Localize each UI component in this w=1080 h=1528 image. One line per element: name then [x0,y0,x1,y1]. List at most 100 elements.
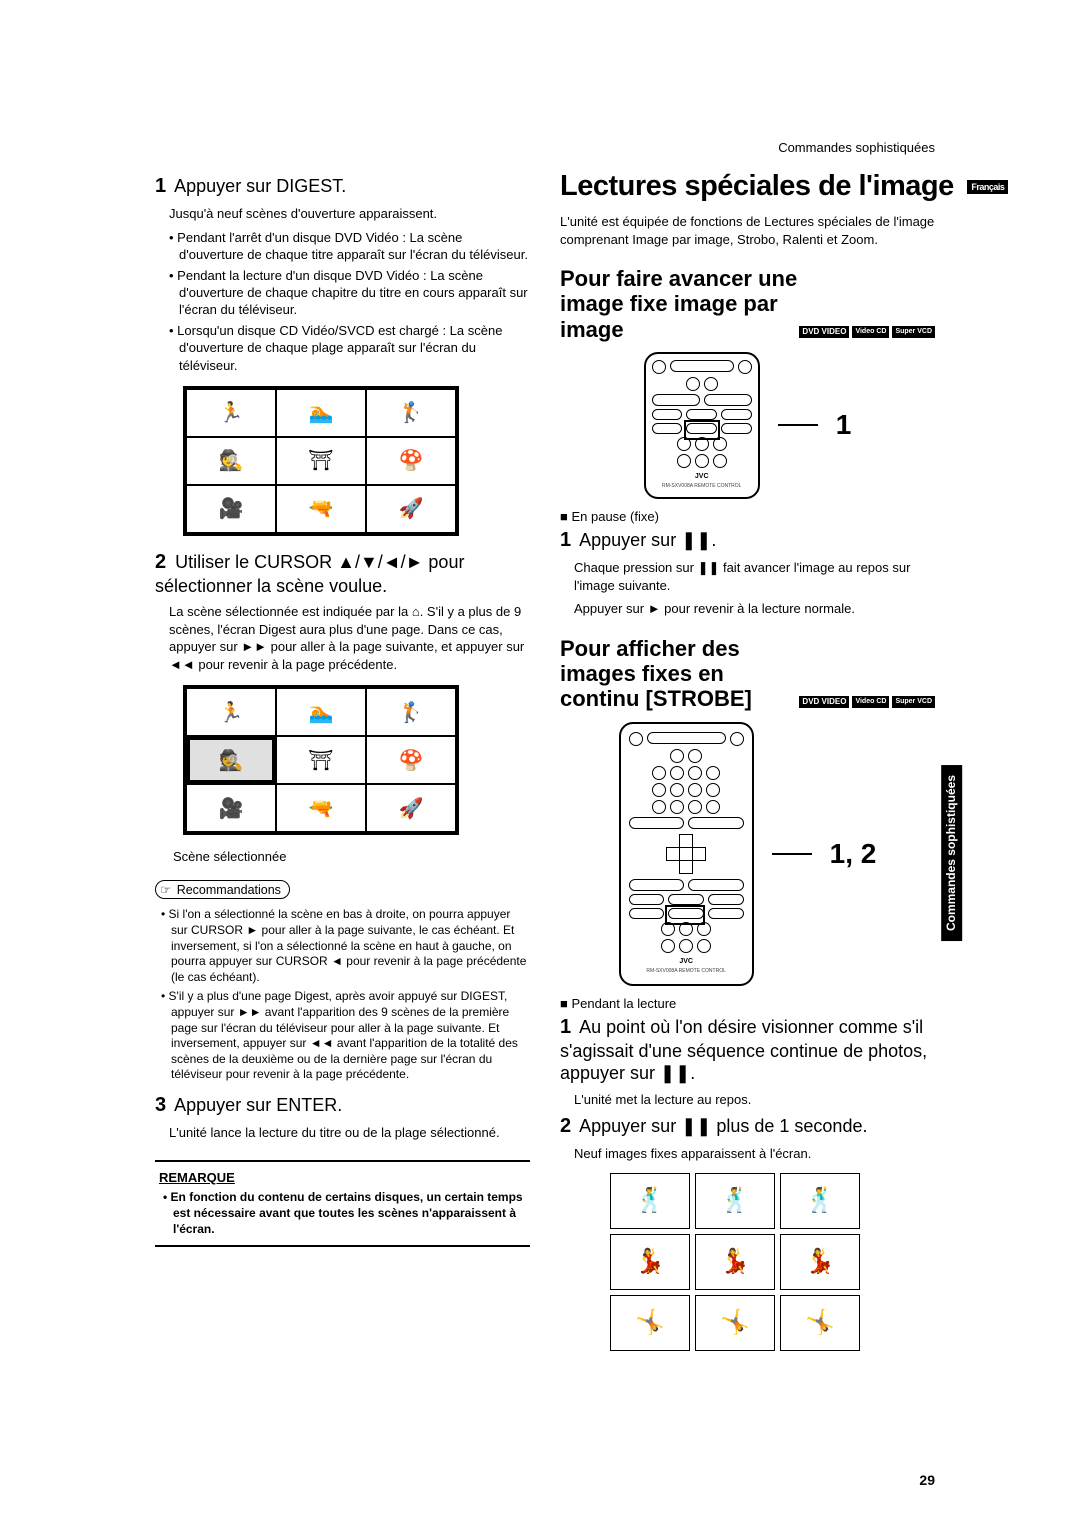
scene-cell: 🚀 [366,485,456,533]
main-title: Lectures spéciales de l'image Français [560,170,935,203]
remote2-wrap: JVC RM-SXV008A REMOTE CONTROL 1, 2 [560,722,935,986]
remote1-wrap: JVC RM-SXV008A REMOTE CONTROL 1 [560,352,935,499]
strobe-cell: 🕺 [780,1173,860,1229]
r1-step1-title: Appuyer sur ❚❚. [579,530,716,550]
step3-title: Appuyer sur ENTER. [174,1095,342,1115]
jvc-brand: JVC [679,958,693,965]
scene-cell: 🕵 [186,437,276,485]
step1-title: Appuyer sur DIGEST. [174,176,346,196]
r2-step2-title: Appuyer sur ❚❚ plus de 1 seconde. [579,1116,867,1136]
step3-body: L'unité lance la lecture du titre ou de … [169,1124,530,1142]
scene-cell: 🏃 [186,688,276,736]
scene-cell: 🍄 [366,736,456,784]
scene-grid-2: 🏃 🏊 🏌 🕵 ⛩ 🍄 🎥 🔫 🚀 [183,685,453,835]
scene-cell: ⛩ [276,736,366,784]
strobe-cell: 🕺 [695,1173,775,1229]
r2-step2-body: Neuf images fixes apparaissent à l'écran… [574,1145,935,1163]
r2-step2-num: 2 [560,1115,571,1137]
badges2: DVD VIDEO Video CD Super VCD [799,696,935,708]
scene-cell: 🔫 [276,485,366,533]
scene-cell-selected: 🕵 [186,736,276,784]
badge-vcd: Video CD [852,696,889,708]
bullet: Pendant l'arrêt d'un disque DVD Vidéo : … [169,229,530,263]
step1-heading: 1 Appuyer sur DIGEST. [155,174,530,199]
scene-cell: 🏃 [186,389,276,437]
playback-context: Pendant la lecture [560,996,935,1011]
scene-cell: ⛩ [276,437,366,485]
r2-step1-num: 1 [560,1016,571,1038]
badge-vcd: Video CD [852,326,889,338]
jvc-brand: JVC [695,473,709,480]
remark-box: REMARQUE • En fonction du contenu de cer… [155,1160,530,1248]
step1-subtext: Jusqu'à neuf scènes d'ouverture apparais… [169,205,530,223]
left-column: 1 Appuyer sur DIGEST. Jusqu'à neuf scène… [155,170,530,1351]
section1-heading: Pour faire avancer une image fixe image … [560,266,935,342]
callout-line [778,424,818,426]
scene-cell: 🏊 [276,389,366,437]
r1-step1-body1: Chaque pression sur ❚❚ fait avancer l'im… [574,559,935,594]
scene-cell: 🏊 [276,688,366,736]
strobe-cell: 💃 [610,1234,690,1290]
badge-dvd: DVD VIDEO [799,326,849,338]
r2-step1-heading: 1 Au point où l'on désire visionner comm… [560,1015,935,1085]
section2-title: Pour afficher des images fixes en contin… [560,636,799,712]
scene-grid-1: 🏃 🏊 🏌 🕵 ⛩ 🍄 🎥 🔫 🚀 [183,386,453,536]
reco-item: Si l'on a sélectionné la scène en bas à … [161,907,530,985]
badge-svcd: Super VCD [892,696,935,708]
page-header: Commandes sophistiquées [778,140,935,155]
r1-step1-num: 1 [560,529,571,551]
strobe-cell: 💃 [695,1234,775,1290]
recommendations-label: ☞ Recommandations [155,880,290,899]
step2-title: Utiliser le CURSOR ▲/▼/◄/► pour sélectio… [155,552,464,596]
remark-body: • En fonction du contenu de certains dis… [159,1189,526,1238]
r1-step1-heading: 1 Appuyer sur ❚❚. [560,528,935,553]
remote2-step-num: 1, 2 [830,838,877,870]
strobe-cell: 🤸 [780,1295,860,1351]
bullet: Lorsqu'un disque CD Vidéo/SVCD est charg… [169,322,530,373]
section1-title: Pour faire avancer une image fixe image … [560,266,799,342]
francais-badge: Français [967,180,1008,194]
step2-body: La scène sélectionnée est indiquée par l… [169,603,530,673]
step3-heading: 3 Appuyer sur ENTER. [155,1093,530,1118]
reco-list: Si l'on a sélectionné la scène en bas à … [161,907,530,1083]
strobe-cell: 🕺 [610,1173,690,1229]
step1-bullets: Pendant l'arrêt d'un disque DVD Vidéo : … [169,229,530,374]
scene-caption: Scène sélectionnée [173,849,530,864]
strobe-grid: 🕺 🕺 🕺 💃 💃 💃 🤸 🤸 🤸 [610,1173,860,1351]
remote-control-icon: JVC RM-SXV008A REMOTE CONTROL [644,352,760,499]
step1-num: 1 [155,175,166,197]
main-title-text: Lectures spéciales de l'image [560,170,954,202]
callout-line [772,853,812,855]
badge-svcd: Super VCD [892,326,935,338]
scene-cell: 🏌 [366,688,456,736]
main-intro: L'unité est équipée de fonctions de Lect… [560,213,935,248]
scene-cell: 🔫 [276,784,366,832]
r2-step1-body: L'unité met la lecture au repos. [574,1091,935,1109]
remote-control-icon: JVC RM-SXV008A REMOTE CONTROL [619,722,754,986]
reco-item: S'il y a plus d'une page Digest, après a… [161,989,530,1083]
strobe-cell: 🤸 [610,1295,690,1351]
page-number: 29 [919,1472,935,1488]
step2-num: 2 [155,551,166,573]
scene-cell: 🎥 [186,784,276,832]
reco-text: Recommandations [177,883,281,897]
remote1-step-num: 1 [836,409,852,441]
scene-cell: 🎥 [186,485,276,533]
right-column: Lectures spéciales de l'image Français L… [560,170,935,1351]
r2-step1-title: Au point où l'on désire visionner comme … [560,1017,927,1084]
pause-context: En pause (fixe) [560,509,935,524]
scene-cell: 🏌 [366,389,456,437]
badge-dvd: DVD VIDEO [799,696,849,708]
scene-cell: 🍄 [366,437,456,485]
badges1: DVD VIDEO Video CD Super VCD [799,326,935,338]
remark-title: REMARQUE [159,1170,526,1185]
step2-heading: 2 Utiliser le CURSOR ▲/▼/◄/► pour sélect… [155,550,530,598]
side-tab: Commandes sophistiquées [941,765,962,941]
section2-heading: Pour afficher des images fixes en contin… [560,636,935,712]
strobe-cell: 🤸 [695,1295,775,1351]
r2-step2-heading: 2 Appuyer sur ❚❚ plus de 1 seconde. [560,1114,935,1139]
bullet: Pendant la lecture d'un disque DVD Vidéo… [169,267,530,318]
strobe-cell: 💃 [780,1234,860,1290]
scene-cell: 🚀 [366,784,456,832]
step3-num: 3 [155,1094,166,1116]
